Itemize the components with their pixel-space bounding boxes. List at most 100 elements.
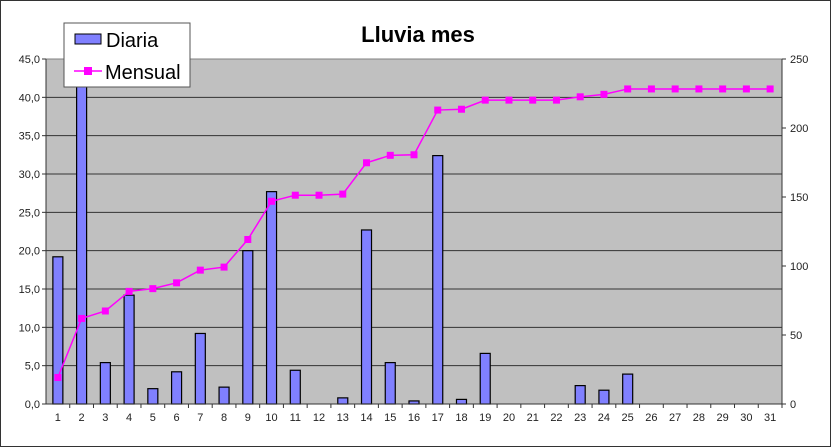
marker-mensual [457, 105, 465, 113]
bar-diaria [76, 75, 88, 405]
x-tick-label: 22 [550, 412, 562, 424]
marker-mensual [386, 151, 394, 159]
bar-diaria [622, 373, 634, 405]
x-tick-label: 24 [598, 412, 610, 424]
marker-mensual [54, 374, 62, 382]
left-tick-label: 45,0 [19, 54, 40, 66]
x-tick-label: 27 [669, 412, 681, 424]
marker-mensual [291, 191, 299, 199]
marker-mensual [600, 90, 608, 98]
bar-diaria [598, 389, 610, 405]
bar-diaria [265, 191, 278, 405]
bar-diaria [194, 332, 206, 405]
right-tick-label: 250 [790, 54, 808, 66]
marker-mensual [576, 93, 584, 101]
marker-mensual [766, 85, 774, 93]
bar-diaria [170, 371, 183, 405]
x-tick-label: 26 [645, 412, 657, 424]
x-tick-label: 13 [337, 412, 349, 424]
left-tick-label: 15,0 [19, 284, 40, 296]
x-tick-label: 4 [126, 412, 132, 424]
bar-diaria [432, 155, 444, 405]
x-tick-label: 23 [574, 412, 586, 424]
marker-mensual [220, 263, 228, 271]
marker-mensual [149, 285, 157, 293]
left-tick-label: 40,0 [19, 92, 40, 104]
marker-mensual [742, 85, 750, 93]
marker-mensual [125, 287, 133, 295]
left-tick-label: 10,0 [19, 322, 40, 334]
bar-diaria [52, 256, 64, 405]
x-tick-label: 30 [740, 412, 752, 424]
right-tick-label: 150 [790, 192, 808, 204]
left-tick-label: 0,0 [25, 399, 40, 411]
marker-mensual [624, 85, 632, 93]
x-tick-label: 12 [313, 412, 325, 424]
x-tick-label: 18 [455, 412, 467, 424]
x-tick-label: 5 [150, 412, 156, 424]
x-tick-label: 15 [384, 412, 396, 424]
marker-mensual [671, 85, 679, 93]
left-tick-label: 20,0 [19, 246, 40, 258]
marker-mensual [78, 314, 86, 322]
x-tick-label: 16 [408, 412, 420, 424]
chart-title: Lluvia mes [361, 22, 475, 47]
plot-area [45, 58, 783, 405]
legend-label-mensual: Mensual [105, 62, 181, 84]
x-tick-label: 14 [360, 412, 372, 424]
marker-mensual [244, 236, 252, 244]
x-tick-label: 19 [479, 412, 491, 424]
marker-mensual [315, 191, 323, 199]
legend-bar-swatch [74, 33, 102, 45]
x-tick-label: 6 [174, 412, 180, 424]
marker-mensual [481, 96, 489, 104]
marker-mensual [101, 307, 109, 315]
x-tick-label: 17 [432, 412, 444, 424]
x-tick-label: 31 [764, 412, 776, 424]
right-tick-label: 100 [790, 261, 808, 273]
left-tick-label: 5,0 [25, 361, 40, 373]
bar-diaria [123, 294, 135, 405]
bar-diaria [384, 362, 396, 405]
marker-mensual [196, 266, 204, 274]
right-tick-label: 0 [790, 399, 796, 411]
marker-mensual [268, 197, 276, 205]
x-tick-label: 20 [503, 412, 515, 424]
legend: Diaria Mensual [63, 22, 191, 88]
x-tick-label: 21 [527, 412, 539, 424]
x-tick-label: 2 [79, 412, 85, 424]
marker-mensual [173, 279, 181, 287]
bar-diaria [218, 386, 230, 405]
bar-diaria [147, 388, 159, 405]
marker-mensual [434, 106, 442, 114]
bar-diaria [242, 250, 254, 405]
marker-mensual [363, 159, 371, 167]
left-tick-label: 30,0 [19, 169, 40, 181]
marker-mensual [505, 96, 513, 104]
x-tick-label: 25 [622, 412, 634, 424]
x-tick-label: 3 [102, 412, 108, 424]
left-tick-label: 25,0 [19, 207, 40, 219]
x-tick-label: 29 [717, 412, 729, 424]
bar-diaria [99, 362, 111, 405]
left-tick-label: 35,0 [19, 131, 40, 143]
marker-mensual [529, 96, 537, 104]
x-tick-label: 11 [290, 412, 301, 424]
legend-line-marker [84, 67, 92, 75]
legend-label-diaria: Diaria [106, 30, 159, 52]
marker-mensual [339, 190, 347, 198]
bar-diaria [574, 385, 586, 405]
bar-diaria [455, 398, 468, 405]
bar-diaria [337, 397, 349, 405]
x-tick-label: 1 [55, 412, 61, 424]
x-tick-label: 10 [265, 412, 277, 424]
x-tick-label: 28 [693, 412, 705, 424]
bar-diaria [289, 369, 301, 405]
x-tick-label: 8 [221, 412, 227, 424]
bar-diaria [479, 352, 491, 405]
right-tick-label: 50 [790, 330, 802, 342]
bar-diaria [360, 229, 373, 405]
right-tick-label: 200 [790, 123, 808, 135]
